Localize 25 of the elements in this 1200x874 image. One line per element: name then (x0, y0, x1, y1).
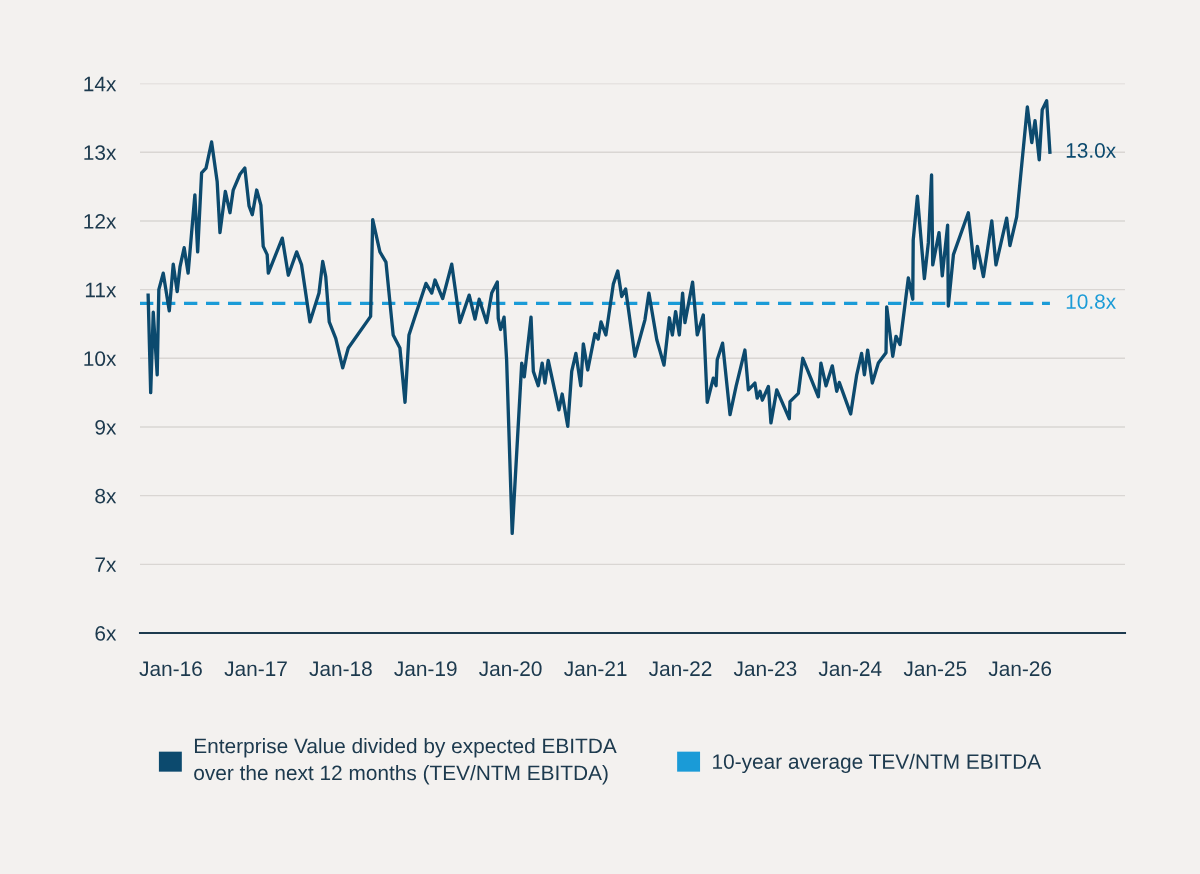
line-series (146, 99, 1052, 536)
x-tick-label: Jan-19 (394, 661, 457, 677)
y-tick-label: 10x (84, 351, 117, 367)
x-tick-label: Jan-22 (648, 661, 712, 677)
y-tick-label: 11x (85, 282, 117, 298)
y-tick-label: 7x (95, 557, 117, 572)
x-tick-label: Jan-24 (818, 661, 882, 677)
x-tick-label: Jan-21 (564, 661, 627, 677)
y-tick-label: 14x (84, 76, 117, 92)
x-tick-label: Jan-23 (733, 661, 797, 677)
x-tick-label: Jan-20 (479, 661, 542, 677)
x-tick-label: Jan-25 (903, 661, 967, 677)
y-tick-label: 13x (84, 145, 117, 161)
x-tick-label: Jan-26 (988, 661, 1052, 677)
y-tick-label: 6x (95, 626, 117, 641)
x-tick-label: Jan-16 (139, 661, 202, 677)
x-tick-label: Jan-18 (309, 661, 372, 677)
annotation: 13.0x (1066, 143, 1116, 158)
x-tick-label: Jan-17 (224, 661, 287, 677)
legend-label: 10-year average TEV/NTM EBITDA (713, 753, 1042, 774)
y-tick-label: 8x (95, 488, 117, 504)
legend-label: Enterprise Value divided by expected EBITDA over the next 12 months (TEV/NTM EBITDA) (194, 738, 617, 785)
annotation: 10.8x (1066, 294, 1116, 309)
y-tick-label: 12x (84, 213, 117, 229)
y-tick-label: 9x (95, 419, 117, 435)
